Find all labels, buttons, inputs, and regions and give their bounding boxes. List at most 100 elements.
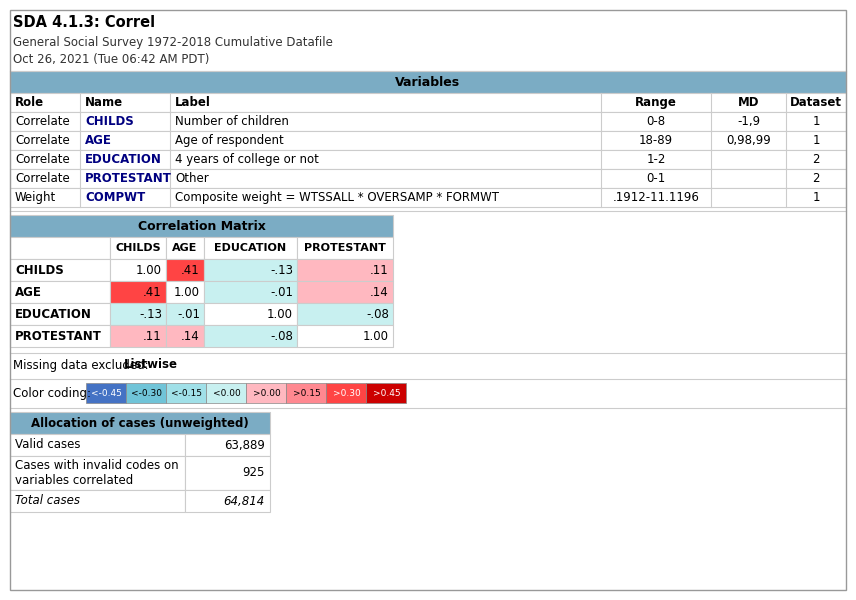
Text: COMPWT: COMPWT bbox=[85, 191, 146, 204]
Bar bbox=[247, 383, 287, 403]
Text: Number of children: Number of children bbox=[175, 115, 288, 128]
Bar bbox=[166, 325, 204, 347]
Text: CHILDS: CHILDS bbox=[85, 115, 134, 128]
Text: AGE: AGE bbox=[15, 286, 42, 298]
Text: -.13: -.13 bbox=[270, 263, 293, 277]
Text: EDUCATION: EDUCATION bbox=[85, 153, 162, 166]
Text: .41: .41 bbox=[143, 286, 162, 298]
Text: Other: Other bbox=[175, 172, 209, 185]
Bar bbox=[10, 434, 185, 456]
Bar bbox=[10, 131, 846, 150]
Bar bbox=[166, 281, 204, 303]
Text: .14: .14 bbox=[371, 286, 389, 298]
Text: 2: 2 bbox=[812, 172, 820, 185]
Text: Total cases: Total cases bbox=[15, 494, 80, 508]
Text: 1.00: 1.00 bbox=[363, 329, 389, 343]
Text: General Social Survey 1972-2018 Cumulative Datafile: General Social Survey 1972-2018 Cumulati… bbox=[13, 36, 333, 49]
Text: >0.00: >0.00 bbox=[253, 389, 281, 397]
Text: <0.00: <0.00 bbox=[212, 389, 241, 397]
Text: AGE: AGE bbox=[172, 243, 198, 253]
Bar bbox=[185, 490, 270, 512]
Text: Range: Range bbox=[635, 96, 677, 109]
Text: -.13: -.13 bbox=[139, 307, 162, 320]
Text: 64,814: 64,814 bbox=[223, 494, 265, 508]
Text: Listwise: Listwise bbox=[123, 358, 177, 371]
Bar bbox=[10, 215, 393, 237]
Text: <-0.30: <-0.30 bbox=[131, 389, 162, 397]
Text: 1: 1 bbox=[812, 115, 820, 128]
Text: 0-8: 0-8 bbox=[646, 115, 666, 128]
Text: 1: 1 bbox=[812, 191, 820, 204]
Bar bbox=[166, 303, 204, 325]
Bar bbox=[10, 237, 110, 259]
Text: 2: 2 bbox=[812, 153, 820, 166]
Bar bbox=[206, 383, 247, 403]
Bar bbox=[10, 281, 110, 303]
Bar bbox=[110, 259, 166, 281]
Text: -.08: -.08 bbox=[270, 329, 293, 343]
Bar bbox=[10, 325, 110, 347]
Text: .1912-11.1196: .1912-11.1196 bbox=[613, 191, 699, 204]
Bar bbox=[185, 434, 270, 456]
Text: Composite weight = WTSSALL * OVERSAMP * FORMWT: Composite weight = WTSSALL * OVERSAMP * … bbox=[175, 191, 499, 204]
Bar bbox=[204, 237, 297, 259]
Text: Allocation of cases (unweighted): Allocation of cases (unweighted) bbox=[31, 416, 249, 430]
Text: Missing data excluded:: Missing data excluded: bbox=[13, 358, 152, 371]
Text: .41: .41 bbox=[181, 263, 200, 277]
Text: Label: Label bbox=[175, 96, 211, 109]
Bar bbox=[166, 237, 204, 259]
Text: Variables: Variables bbox=[395, 76, 461, 88]
Bar bbox=[110, 237, 166, 259]
Bar bbox=[297, 325, 393, 347]
Text: 1.00: 1.00 bbox=[267, 307, 293, 320]
Text: PROTESTANT: PROTESTANT bbox=[85, 172, 172, 185]
Bar bbox=[10, 150, 846, 169]
Bar bbox=[10, 456, 185, 490]
Text: <-0.45: <-0.45 bbox=[91, 389, 122, 397]
Text: -1,9: -1,9 bbox=[737, 115, 760, 128]
Text: 1: 1 bbox=[812, 134, 820, 147]
Text: Dataset: Dataset bbox=[790, 96, 842, 109]
Text: CHILDS: CHILDS bbox=[15, 263, 63, 277]
Text: 1.00: 1.00 bbox=[136, 263, 162, 277]
Bar bbox=[10, 412, 270, 434]
Text: 925: 925 bbox=[242, 467, 265, 479]
Text: Correlation Matrix: Correlation Matrix bbox=[138, 220, 265, 232]
Bar bbox=[287, 383, 326, 403]
Text: 4 years of college or not: 4 years of college or not bbox=[175, 153, 319, 166]
Bar bbox=[297, 303, 393, 325]
Text: 63,889: 63,889 bbox=[224, 439, 265, 451]
Bar bbox=[86, 383, 127, 403]
Text: Correlate: Correlate bbox=[15, 153, 69, 166]
Bar bbox=[110, 325, 166, 347]
Text: EDUCATION: EDUCATION bbox=[215, 243, 287, 253]
Text: Cases with invalid codes on
variables correlated: Cases with invalid codes on variables co… bbox=[15, 459, 179, 487]
Bar bbox=[166, 259, 204, 281]
Text: EDUCATION: EDUCATION bbox=[15, 307, 92, 320]
Text: >0.45: >0.45 bbox=[372, 389, 401, 397]
Bar bbox=[204, 325, 297, 347]
Bar bbox=[204, 303, 297, 325]
Bar bbox=[297, 281, 393, 303]
Text: 0,98,99: 0,98,99 bbox=[726, 134, 771, 147]
Text: 0-1: 0-1 bbox=[646, 172, 666, 185]
Text: Name: Name bbox=[85, 96, 123, 109]
Bar bbox=[10, 71, 846, 93]
Bar bbox=[204, 259, 297, 281]
Bar bbox=[297, 237, 393, 259]
Bar bbox=[167, 383, 206, 403]
Text: Correlate: Correlate bbox=[15, 134, 69, 147]
Text: Weight: Weight bbox=[15, 191, 56, 204]
Bar bbox=[110, 303, 166, 325]
Bar bbox=[10, 490, 185, 512]
Bar bbox=[127, 383, 167, 403]
Text: >0.30: >0.30 bbox=[333, 389, 360, 397]
Bar bbox=[10, 188, 846, 207]
Text: Valid cases: Valid cases bbox=[15, 439, 80, 451]
Bar bbox=[10, 93, 846, 112]
Text: .11: .11 bbox=[143, 329, 162, 343]
Text: -.01: -.01 bbox=[270, 286, 293, 298]
Text: Color coding:: Color coding: bbox=[13, 386, 91, 400]
Text: .14: .14 bbox=[181, 329, 200, 343]
Text: 1-2: 1-2 bbox=[646, 153, 666, 166]
